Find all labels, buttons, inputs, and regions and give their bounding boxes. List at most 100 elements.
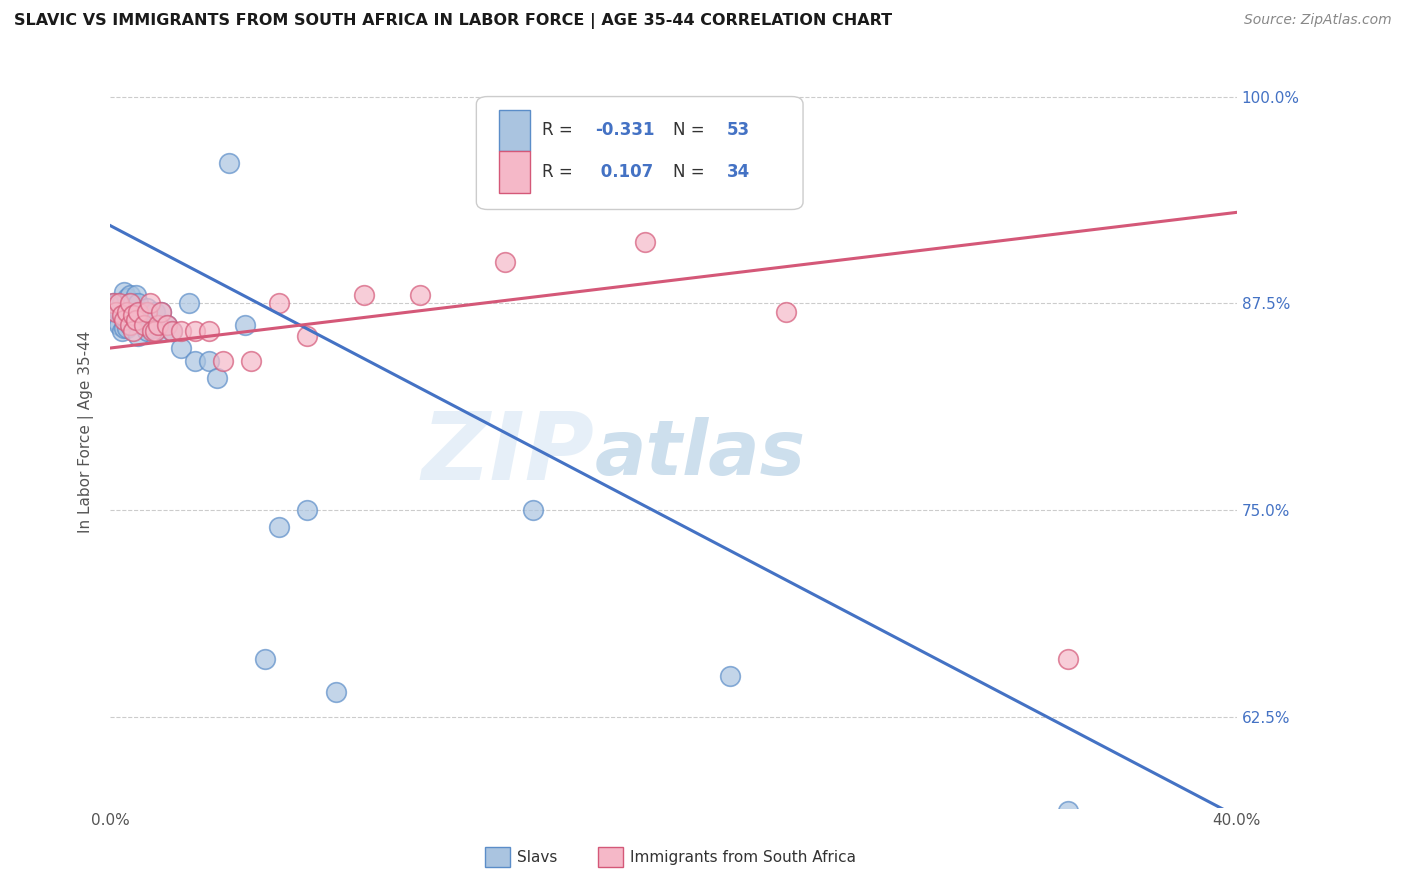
Point bbox=[269, 520, 291, 534]
Point bbox=[207, 371, 229, 385]
Point bbox=[124, 288, 146, 302]
Point bbox=[155, 318, 177, 332]
Point bbox=[127, 313, 149, 327]
Point bbox=[104, 313, 127, 327]
Point bbox=[118, 296, 141, 310]
Y-axis label: In Labor Force | Age 35-44: In Labor Force | Age 35-44 bbox=[79, 330, 94, 533]
Point bbox=[152, 325, 174, 339]
FancyBboxPatch shape bbox=[499, 151, 530, 193]
Point bbox=[104, 304, 127, 318]
Point bbox=[143, 325, 166, 339]
Text: ZIP: ZIP bbox=[422, 409, 595, 500]
Point bbox=[132, 318, 155, 332]
Point bbox=[110, 296, 132, 310]
Point bbox=[146, 321, 169, 335]
Point bbox=[107, 318, 129, 332]
Point bbox=[135, 304, 157, 318]
Point bbox=[107, 296, 129, 310]
Point bbox=[127, 329, 149, 343]
Text: 53: 53 bbox=[727, 121, 749, 139]
Point bbox=[775, 304, 797, 318]
Text: atlas: atlas bbox=[595, 417, 806, 491]
Point bbox=[240, 354, 263, 368]
Text: 0.107: 0.107 bbox=[595, 163, 652, 181]
Point bbox=[135, 325, 157, 339]
Point bbox=[124, 308, 146, 322]
Point bbox=[118, 304, 141, 318]
Point bbox=[118, 296, 141, 310]
FancyBboxPatch shape bbox=[499, 110, 530, 151]
Point bbox=[160, 325, 183, 339]
Point bbox=[118, 318, 141, 332]
Point bbox=[269, 296, 291, 310]
FancyBboxPatch shape bbox=[477, 96, 803, 210]
Point bbox=[634, 235, 657, 249]
Point bbox=[124, 313, 146, 327]
Point bbox=[522, 503, 544, 517]
Point bbox=[101, 296, 124, 310]
Text: N =: N = bbox=[673, 163, 710, 181]
Point bbox=[353, 288, 375, 302]
Point bbox=[107, 296, 129, 310]
Point bbox=[718, 669, 741, 683]
Point bbox=[198, 325, 221, 339]
Point bbox=[110, 325, 132, 339]
Point bbox=[121, 313, 143, 327]
Point bbox=[1056, 805, 1078, 819]
Point bbox=[297, 503, 319, 517]
Point bbox=[1056, 652, 1078, 666]
Point bbox=[183, 325, 205, 339]
Text: R =: R = bbox=[541, 121, 578, 139]
Point bbox=[141, 321, 163, 335]
Point bbox=[494, 255, 516, 269]
Point bbox=[198, 354, 221, 368]
Point bbox=[104, 296, 127, 310]
Point bbox=[149, 304, 172, 318]
Point bbox=[127, 304, 149, 318]
Point bbox=[138, 321, 160, 335]
Point bbox=[160, 325, 183, 339]
Text: Immigrants from South Africa: Immigrants from South Africa bbox=[630, 850, 856, 864]
Point bbox=[212, 354, 235, 368]
Point bbox=[177, 296, 200, 310]
Point bbox=[218, 155, 240, 169]
Point bbox=[101, 296, 124, 310]
Point bbox=[112, 321, 135, 335]
Point bbox=[107, 304, 129, 318]
Point bbox=[138, 296, 160, 310]
Point bbox=[235, 318, 257, 332]
Point bbox=[112, 304, 135, 318]
Text: -0.331: -0.331 bbox=[595, 121, 654, 139]
Point bbox=[155, 318, 177, 332]
Point bbox=[118, 318, 141, 332]
Point bbox=[112, 313, 135, 327]
Point bbox=[409, 288, 432, 302]
Point bbox=[115, 304, 138, 318]
Point bbox=[143, 304, 166, 318]
Text: Source: ZipAtlas.com: Source: ZipAtlas.com bbox=[1244, 13, 1392, 28]
Point bbox=[112, 285, 135, 299]
Point bbox=[121, 325, 143, 339]
Point bbox=[101, 304, 124, 318]
Point bbox=[132, 313, 155, 327]
Text: N =: N = bbox=[673, 121, 710, 139]
Point bbox=[115, 321, 138, 335]
Point bbox=[135, 301, 157, 316]
Point bbox=[110, 308, 132, 322]
Point bbox=[115, 292, 138, 306]
Point bbox=[127, 296, 149, 310]
Point bbox=[121, 308, 143, 322]
Point bbox=[110, 308, 132, 322]
Point bbox=[183, 354, 205, 368]
Point bbox=[121, 296, 143, 310]
Point bbox=[254, 652, 277, 666]
Text: R =: R = bbox=[541, 163, 578, 181]
Text: Slavs: Slavs bbox=[517, 850, 558, 864]
Text: SLAVIC VS IMMIGRANTS FROM SOUTH AFRICA IN LABOR FORCE | AGE 35-44 CORRELATION CH: SLAVIC VS IMMIGRANTS FROM SOUTH AFRICA I… bbox=[14, 13, 893, 29]
Point bbox=[129, 304, 152, 318]
Point bbox=[325, 685, 347, 699]
Point bbox=[169, 325, 191, 339]
Point bbox=[146, 318, 169, 332]
Point bbox=[169, 341, 191, 355]
Text: 34: 34 bbox=[727, 163, 749, 181]
